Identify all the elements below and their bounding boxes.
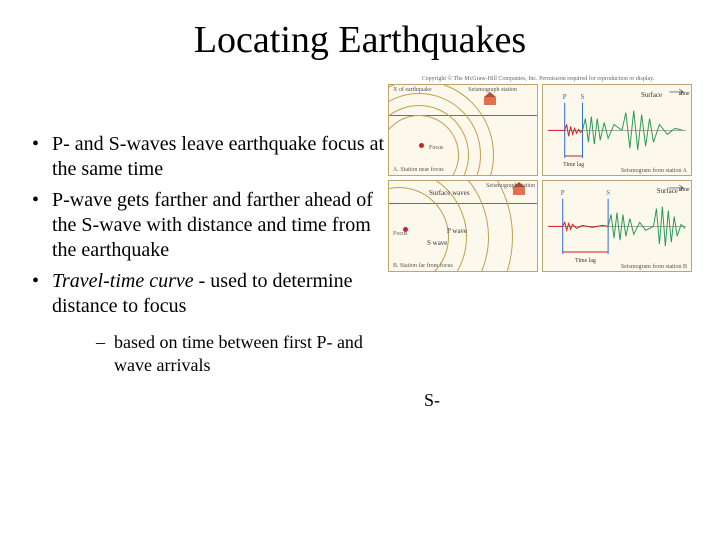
bullet-item: P- and S-waves leave earthquake focus at… [30,132,388,182]
s-label: S [581,94,585,101]
label-x-earthquake: X of earthquake [393,87,432,93]
timelag-label: Time lag [563,162,584,168]
sub-bullet-list: based on time between first P- and wave … [52,331,388,376]
panel-d-caption: Seismogram from station B [621,264,687,270]
bullet-text: P-wave gets farther and farther ahead of… [52,189,373,261]
sub-bullet-item: based on time between first P- and wave … [96,331,388,376]
seismograph-station-icon [484,97,496,105]
panel-a-caption: A. Station near focus [393,167,444,173]
text-column: P- and S-waves leave earthquake focus at… [20,72,388,382]
label-focus: Focus [429,145,443,151]
bullet-term-italic: Travel-time curve [52,270,194,292]
label-focus: Focus [393,231,407,237]
panel-d-seismogram-far: P S Surface Time lag time Seismogram fro… [542,180,692,272]
focus-dot-icon [419,143,424,148]
panel-c-caption: B. Station far from focus [393,263,453,269]
p-label: P [563,94,567,101]
bullet-list: P- and S-waves leave earthquake focus at… [30,132,388,376]
s-label: S [606,190,610,197]
page-title: Locating Earthquakes [0,0,720,72]
bullet-text: P- and S-waves leave earthquake focus at… [52,133,384,180]
label-station: Seismograph station [486,183,535,189]
label-surface-waves: Surface waves [429,189,470,197]
bullet-item: P-wave gets farther and farther ahead of… [30,188,388,263]
figure-column: Copyright © The McGraw-Hill Companies, I… [388,72,688,382]
sub-bullet-right-fragment: S- [424,390,440,411]
figure-copyright: Copyright © The McGraw-Hill Companies, I… [388,76,688,82]
figure-grid: X of earthquake Seismograph station Focu… [388,84,688,272]
content-row: P- and S-waves leave earthquake focus at… [0,72,720,382]
bullet-item: Travel-time curve - used to determine di… [30,269,388,376]
panel-b-seismogram-near: P S Surface Time lag time Seismogram fro… [542,84,692,176]
surface-label: Surface [641,92,662,99]
p-label: P [561,190,565,197]
label-station: Seismograph station [468,87,517,93]
panel-b-caption: Seismogram from station A [621,168,687,174]
label-pwave: P wave [447,227,467,235]
surface-label: Surface [657,188,678,195]
wave-arc [388,84,494,176]
seismogram-far-svg: P S Surface Time lag time [543,181,691,272]
panel-a-near-focus: X of earthquake Seismograph station Focu… [388,84,538,176]
label-swave: S wave [427,239,447,247]
timelag-label: Time lag [575,258,596,264]
panel-c-far-focus: Surface waves P wave S wave Focus Seismo… [388,180,538,272]
sub-bullet-text: based on time between first P- and wave … [114,332,363,375]
seismogram-near-svg: P S Surface Time lag time [543,85,691,176]
